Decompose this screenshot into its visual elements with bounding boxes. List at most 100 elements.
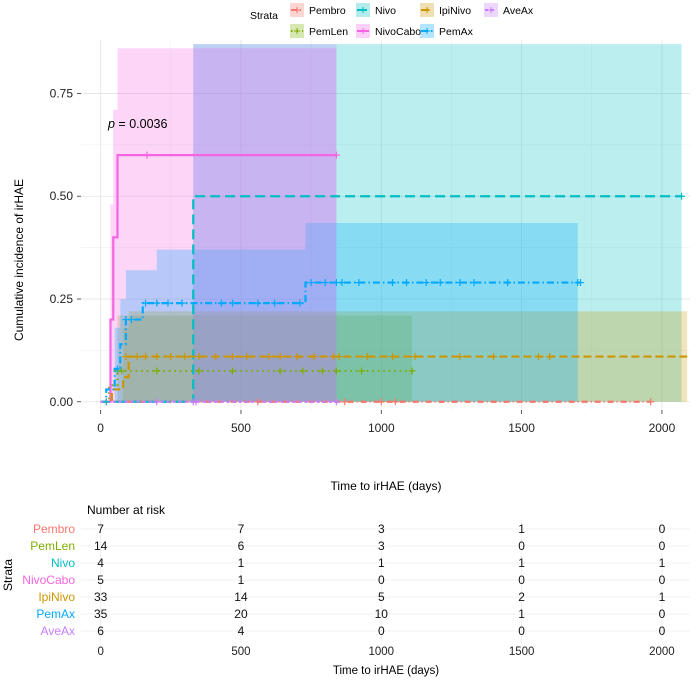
- y-tick-label: 0.50: [50, 189, 74, 203]
- risk-count: 4: [97, 556, 104, 570]
- censor-mark-ipinivo: [142, 353, 150, 361]
- risk-table-y-title: Strata: [1, 559, 15, 591]
- censor-mark-pembro: [377, 398, 385, 406]
- censor-mark-pemax: [504, 279, 512, 287]
- censor-mark-nivocabo: [143, 151, 151, 159]
- censor-mark-ipinivo: [310, 353, 318, 361]
- risk-count: 0: [659, 539, 666, 553]
- legend-label: AveAx: [503, 5, 534, 17]
- risk-count: 33: [94, 590, 108, 604]
- censor-mark-pemlen: [358, 367, 366, 375]
- legend-label: NivoCabo: [375, 26, 421, 38]
- legend-item-pembro: Pembro: [290, 3, 346, 17]
- risk-count: 6: [97, 624, 104, 638]
- risk-row-label: PemAx: [36, 607, 75, 621]
- risk-row-pemlen: PemLen 14 6 3 0 0: [30, 539, 665, 553]
- censor-mark-aveax: [153, 398, 161, 406]
- censor-mark-pemax: [153, 299, 161, 307]
- risk-row-label: IpiNivo: [38, 590, 75, 604]
- censor-mark-pemax: [321, 279, 329, 287]
- p-value-text: = 0.0036: [115, 117, 168, 131]
- legend-item-nivo: Nivo: [356, 3, 396, 17]
- legend-item-pemlen: PemLen: [290, 24, 348, 38]
- risk-row-nivo: Nivo 4 1 1 1 1: [51, 556, 666, 570]
- censor-mark-pemax: [422, 279, 430, 287]
- censor-mark-ipinivo: [293, 353, 301, 361]
- censor-mark-pembro: [647, 398, 655, 406]
- legend-title: Strata: [250, 10, 278, 22]
- ci-band-nivo: [100, 44, 682, 402]
- risk-row-label: NivoCabo: [22, 573, 75, 587]
- censor-mark-ipinivo: [212, 353, 220, 361]
- censor-mark-pemax: [113, 365, 121, 373]
- risk-row-label: Nivo: [51, 556, 75, 570]
- censor-mark-pemax: [271, 299, 279, 307]
- risk-count: 2: [518, 590, 525, 604]
- y-tick-label: 0.25: [50, 292, 74, 306]
- curve-pemax: [100, 281, 581, 403]
- risk-row-label: Pembro: [33, 522, 75, 536]
- censor-mark-ipinivo: [167, 353, 175, 361]
- censor-mark-pemlen: [299, 367, 307, 375]
- curve-nivo: [100, 195, 682, 403]
- censor-mark-pemax: [128, 316, 136, 324]
- censor-mark-pemlen: [118, 367, 126, 375]
- censor-mark-pemax: [338, 279, 346, 287]
- risk-count: 1: [518, 607, 525, 621]
- censor-mark-ipinivo: [276, 353, 284, 361]
- risk-count: 5: [97, 573, 104, 587]
- censor-mark-pemax: [577, 279, 585, 287]
- censor-mark-ipinivo: [534, 353, 542, 361]
- cumulative-incidence-plot: 0 500 1000 1500 2000 0.00 0.25 0.50 0.75 p = 0.0…: [12, 40, 690, 493]
- risk-row-nivocabo: NivoCabo 5 1 0 0 0: [22, 573, 665, 587]
- legend-item-ipinivo: IpiNivo: [420, 3, 471, 17]
- p-value-annotation: p = 0.0036: [107, 117, 167, 131]
- legend-label: IpiNivo: [439, 5, 471, 17]
- y-tick-label: 0.00: [50, 395, 74, 409]
- censor-mark-pemax: [229, 299, 237, 307]
- ci-band-pemax: [100, 222, 578, 402]
- legend-label: PemAx: [439, 26, 474, 38]
- censor-mark-ipinivo: [490, 353, 498, 361]
- censor-mark-ipinivo: [181, 353, 189, 361]
- legend-label: Pembro: [309, 5, 346, 17]
- censor-mark-pemlen: [318, 367, 326, 375]
- legend-key-censor: [360, 7, 366, 13]
- legend-item-pemax: PemAx: [420, 24, 474, 38]
- censor-mark-pemax: [389, 279, 397, 287]
- censor-mark-pemlen: [195, 367, 203, 375]
- censor-mark-pemax: [164, 299, 172, 307]
- legend-item-aveax: AveAx: [484, 3, 534, 17]
- y-axis-title: Cumulative incidence of irHAE: [12, 179, 26, 341]
- censor-mark-ipinivo: [122, 353, 130, 361]
- risk-count: 7: [97, 522, 104, 536]
- risk-count: 1: [378, 556, 385, 570]
- censor-mark-pemlen: [229, 367, 237, 375]
- risk-table-grid: [81, 520, 690, 643]
- risk-count: 7: [238, 522, 245, 536]
- risk-count: 1: [518, 522, 525, 536]
- legend: Strata Pembro Nivo IpiNivo AveAx PemLen NivoCa…: [250, 3, 534, 38]
- censor-mark-pemax: [142, 299, 150, 307]
- x-tick-label: 2000: [649, 421, 676, 435]
- risk-x-tick-label: 1000: [368, 646, 394, 658]
- censor-mark-pemax: [403, 279, 411, 287]
- risk-count: 6: [238, 539, 245, 553]
- risk-count: 3: [378, 539, 385, 553]
- risk-count: 20: [234, 607, 248, 621]
- x-tick-label: 1000: [368, 421, 395, 435]
- censor-mark-ipinivo: [133, 353, 141, 361]
- risk-count: 5: [378, 590, 385, 604]
- censor-mark-pembro: [254, 398, 262, 406]
- x-tick-label: 0: [97, 421, 104, 435]
- incidence-curves: [100, 154, 688, 403]
- censor-mark-ipinivo: [153, 353, 161, 361]
- censor-mark-ipinivo: [363, 353, 371, 361]
- risk-count: 1: [518, 556, 525, 570]
- risk-count: 1: [659, 590, 666, 604]
- p-value-symbol: p: [107, 117, 115, 131]
- censor-mark-ipinivo: [243, 353, 251, 361]
- censor-mark-ipinivo: [229, 353, 237, 361]
- curve-ipinivo: [100, 355, 688, 403]
